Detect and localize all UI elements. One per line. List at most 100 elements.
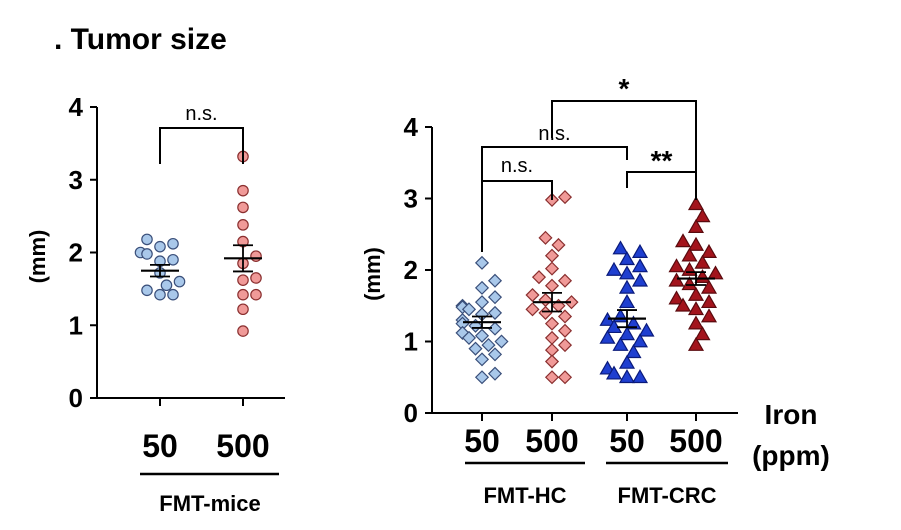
- data-point: [474, 352, 490, 367]
- data-point: [612, 336, 629, 351]
- data-point: [631, 243, 649, 258]
- x-tick-label: 500: [216, 428, 269, 464]
- significance-label: n.s.: [185, 103, 217, 125]
- data-point: [618, 354, 636, 369]
- data-point: [525, 287, 540, 303]
- x-tick-label: 50: [142, 428, 178, 464]
- data-point: [544, 370, 560, 385]
- data-point: [250, 250, 262, 262]
- data-point: [694, 254, 711, 269]
- data-point: [605, 261, 623, 276]
- data-point: [694, 326, 711, 341]
- data-point: [474, 328, 490, 343]
- data-point: [167, 253, 179, 266]
- data-point: [681, 276, 698, 291]
- data-point: [250, 272, 262, 284]
- data-point: [674, 297, 692, 312]
- data-point: [618, 369, 636, 384]
- significance-label: *: [619, 73, 630, 104]
- data-point: [618, 251, 636, 266]
- x-tick-label: 500: [669, 423, 722, 459]
- y-tick-label: 0: [69, 383, 83, 413]
- x-unit-label: Iron: [765, 399, 818, 430]
- y-axis-label: (mm): [360, 247, 385, 301]
- data-point: [557, 190, 573, 205]
- data-point: [687, 315, 705, 330]
- data-point: [237, 201, 249, 214]
- y-tick-label: 3: [69, 165, 83, 195]
- data-point: [237, 219, 249, 231]
- data-point: [618, 279, 636, 294]
- data-point: [625, 315, 642, 330]
- data-point: [481, 338, 496, 353]
- significance-bracket: [551, 100, 697, 200]
- significance-label: n.s.: [538, 123, 570, 145]
- data-point: [625, 344, 642, 359]
- x-tick-label: 50: [609, 423, 645, 459]
- data-point: [237, 274, 249, 286]
- data-point: [237, 303, 249, 316]
- data-point: [474, 370, 490, 385]
- y-tick-label: 0: [404, 398, 418, 428]
- data-point: [599, 329, 616, 344]
- data-point: [141, 284, 153, 297]
- data-point: [631, 272, 649, 287]
- y-tick-label: 1: [69, 310, 83, 340]
- group-label: FMT-CRC: [618, 483, 717, 508]
- data-point: [461, 330, 477, 345]
- data-point: [612, 308, 629, 323]
- data-point: [237, 184, 249, 197]
- x-tick-label: 500: [525, 423, 578, 459]
- data-point: [668, 290, 685, 305]
- data-point: [167, 237, 179, 250]
- data-point: [531, 270, 547, 285]
- data-point: [538, 305, 553, 320]
- y-tick-label: 1: [404, 327, 418, 357]
- data-point: [538, 230, 553, 245]
- data-point: [687, 336, 705, 351]
- y-axis-label: (mm): [25, 230, 50, 284]
- data-point: [612, 240, 629, 255]
- data-point: [687, 196, 705, 211]
- data-point: [544, 330, 560, 345]
- data-point: [687, 301, 705, 316]
- data-point: [154, 240, 166, 253]
- data-point: [564, 295, 579, 310]
- data-point: [707, 265, 724, 280]
- data-point: [668, 272, 685, 287]
- y-tick-label: 2: [404, 255, 418, 285]
- data-point: [687, 286, 705, 301]
- y-tick-label: 2: [69, 238, 83, 268]
- y-tick-label: 4: [69, 92, 84, 122]
- y-tick-label: 4: [404, 112, 419, 142]
- data-point: [700, 293, 718, 309]
- data-point: [237, 288, 249, 301]
- data-point: [544, 278, 560, 293]
- data-point: [487, 366, 503, 381]
- data-point: [687, 236, 705, 251]
- data-point: [668, 258, 685, 273]
- x-unit-label: (ppm): [752, 440, 830, 471]
- data-point: [681, 261, 698, 276]
- data-point: [474, 280, 490, 295]
- data-point: [250, 288, 262, 301]
- data-point: [544, 261, 560, 276]
- significance-bracket: [481, 146, 628, 244]
- data-point: [544, 343, 560, 358]
- group-label: FMT-mice: [159, 491, 260, 516]
- significance-label: **: [651, 145, 673, 176]
- data-point: [474, 255, 490, 270]
- data-point: [237, 325, 249, 337]
- data-point: [538, 292, 553, 308]
- group-label: FMT-HC: [483, 483, 566, 508]
- y-tick-label: 3: [404, 184, 418, 214]
- data-point: [557, 370, 573, 385]
- data-point: [631, 369, 649, 384]
- data-point: [544, 354, 560, 369]
- data-point: [700, 243, 718, 258]
- left-panel: 0 1 2 3 4 (mm) 50 500 n.s. FMT-mice: [25, 92, 285, 516]
- data-point: [525, 302, 540, 317]
- data-point: [618, 326, 636, 341]
- figure-title: . Tumor size: [54, 23, 227, 56]
